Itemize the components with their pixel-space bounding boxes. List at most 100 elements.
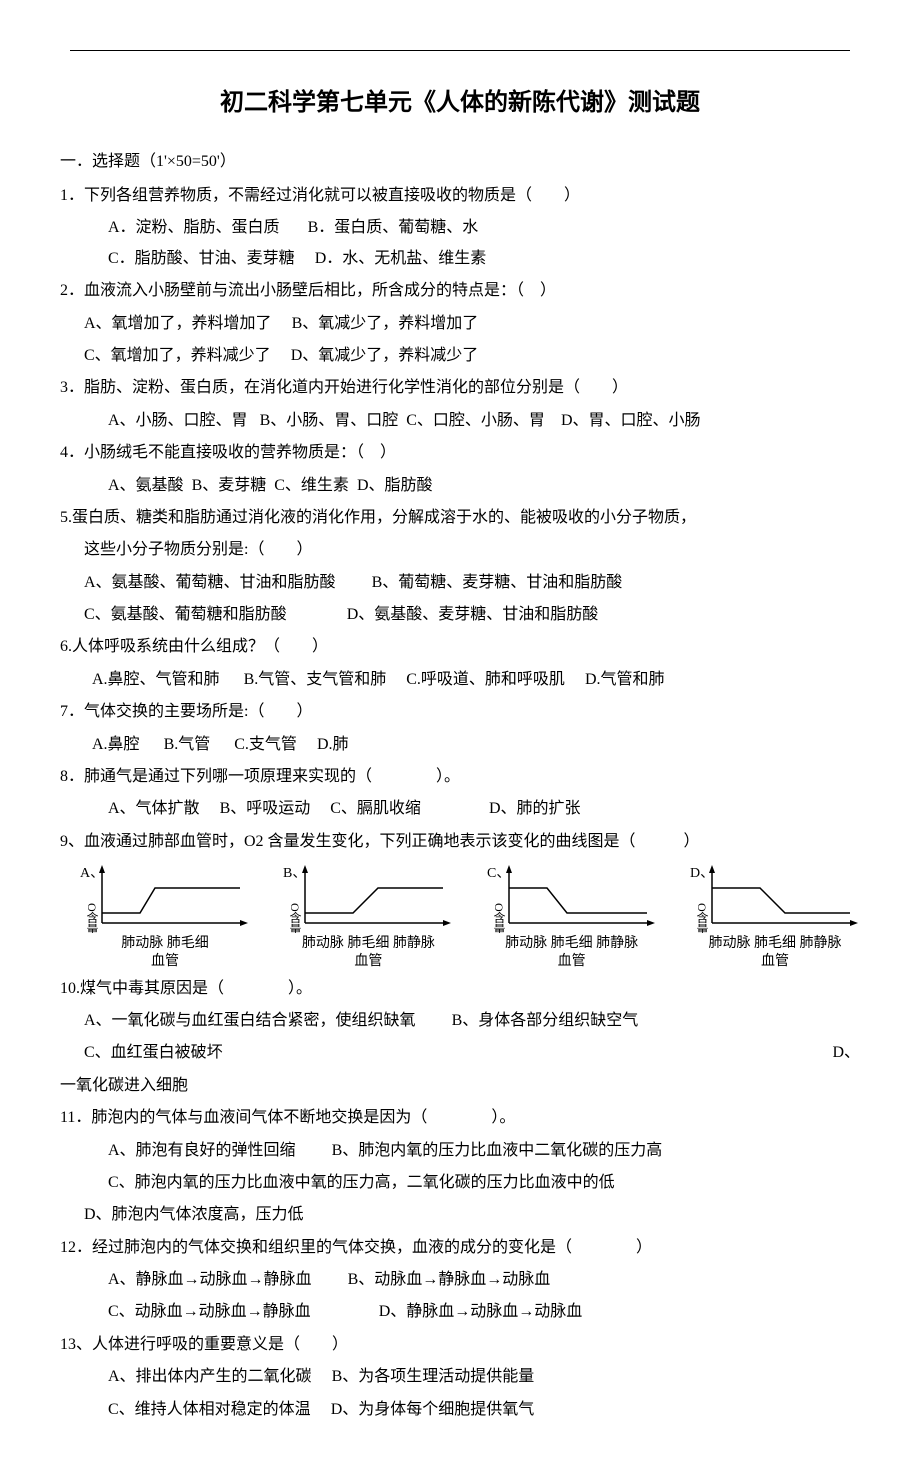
chart-c: C、O含量 肺动脉 肺毛细 肺静脉 血管 xyxy=(487,863,657,971)
q10-b: B、身体各部分组织缺空气 xyxy=(452,1012,639,1029)
q1-c: C．脂肪酸、甘油、麦芽糖 xyxy=(108,250,295,267)
q4-stem: 4．小肠绒毛不能直接吸收的营养物质是：（ ） xyxy=(60,438,860,468)
q2-row2: C、氧增加了，养料减少了 D、氧减少了，养料减少了 xyxy=(60,341,860,371)
q12-b: B、动脉血→静脉血→动脉血 xyxy=(348,1271,551,1288)
section-heading: 一．选择题（1'×50=50'） xyxy=(60,147,860,177)
chart-a-xlabel: 肺动脉 肺毛细 血管 xyxy=(121,935,209,971)
q12-stem: 12．经过肺泡内的气体交换和组织里的气体交换，血液的成分的变化是（ ） xyxy=(60,1233,860,1263)
chart-b-xl1: 肺动脉 肺毛细 肺静脉 xyxy=(302,936,435,951)
svg-text:O含量: O含量 xyxy=(288,903,302,933)
q5-c: C、氨基酸、葡萄糖和脂肪酸 xyxy=(84,606,287,623)
svg-text:O含量: O含量 xyxy=(85,903,99,933)
q11-c: C、肺泡内氧的压力比血液中氧的压力高，二氧化碳的压力比血液中的低 xyxy=(60,1168,860,1198)
q8-d: D、肺的扩张 xyxy=(489,800,581,817)
chart-d-xlabel: 肺动脉 肺毛细 肺静脉 血管 xyxy=(708,935,841,971)
svg-text:B、: B、 xyxy=(283,866,306,881)
q13-c: C、维持人体相对稳定的体温 xyxy=(108,1401,311,1418)
q12-row2: C、动脉血→动脉血→静脉血 D、静脉血→动脉血→动脉血 xyxy=(60,1297,860,1327)
q5-row2: C、氨基酸、葡萄糖和脂肪酸 D、氨基酸、麦芽糖、甘油和脂肪酸 xyxy=(60,600,860,630)
svg-text:O含量: O含量 xyxy=(695,903,709,933)
q3-b: B、小肠、胃、口腔 xyxy=(260,412,399,429)
q2-d: D、氧减少了，养料减少了 xyxy=(291,347,479,364)
q10-dline: 一氧化碳进入细胞 xyxy=(60,1071,860,1101)
svg-text:D、: D、 xyxy=(690,866,714,881)
q1-d: D．水、无机盐、维生素 xyxy=(315,250,487,267)
q3-stem: 3．脂肪、淀粉、蛋白质，在消化道内开始进行化学性消化的部位分别是（ ） xyxy=(60,373,860,403)
svg-text:C、: C、 xyxy=(487,866,510,881)
q2-stem: 2．血液流入小肠壁前与流出小肠壁后相比，所含成分的特点是：（ ） xyxy=(60,276,860,306)
chart-c-xl1: 肺动脉 肺毛细 肺静脉 xyxy=(505,936,638,951)
chart-a-xl1: 肺动脉 肺毛细 xyxy=(121,936,209,951)
q13-d: D、为身体每个细胞提供氧气 xyxy=(331,1401,535,1418)
q3-d: D、胃、口腔、小肠 xyxy=(561,412,701,429)
q6-stem: 6.人体呼吸系统由什么组成？（ ） xyxy=(60,632,860,662)
q6-d: D.气管和肺 xyxy=(585,671,665,688)
q13-a: A、排出体内产生的二氧化碳 xyxy=(108,1368,312,1385)
q7-options: A.鼻腔 B.气管 C.支气管 D.肺 xyxy=(60,730,860,760)
q12-c: C、动脉血→动脉血→静脉血 xyxy=(108,1303,311,1320)
q5-b: B、葡萄糖、麦芽糖、甘油和脂肪酸 xyxy=(372,574,623,591)
q11-d: D、肺泡内气体浓度高，压力低 xyxy=(60,1200,860,1230)
q10-d: D、 xyxy=(832,1038,860,1068)
q6-a: A.鼻腔、气管和肺 xyxy=(92,671,220,688)
chart-a: A、 O含量 肺动脉 肺毛细 血管 xyxy=(80,863,250,971)
chart-d: D、 O含量 肺动脉 肺毛细 肺静脉 血管 xyxy=(690,863,860,971)
q3-c: C、口腔、小肠、胃 xyxy=(406,412,545,429)
q10-stem: 10.煤气中毒其原因是（ ）。 xyxy=(60,974,860,1004)
q1-a: A．淀粉、脂肪、蛋白质 xyxy=(108,219,280,236)
q7-a: A.鼻腔 xyxy=(92,736,140,753)
page-title: 初二科学第七单元《人体的新陈代谢》测试题 xyxy=(60,81,860,127)
q12-a: A、静脉血→动脉血→静脉血 xyxy=(108,1271,312,1288)
chart-b-xlabel: 肺动脉 肺毛细 肺静脉 血管 xyxy=(302,935,435,971)
q13-b: B、为各项生理活动提供能量 xyxy=(332,1368,535,1385)
chart-b-xl2: 血管 xyxy=(354,954,382,969)
q3-a: A、小肠、口腔、胃 xyxy=(108,412,248,429)
q9-stem: 9、血液通过肺部血管时，O2 含量发生变化，下列正确地表示该变化的曲线图是（ ） xyxy=(60,827,860,857)
chart-c-xlabel: 肺动脉 肺毛细 肺静脉 血管 xyxy=(505,935,638,971)
q13-row1: A、排出体内产生的二氧化碳 B、为各项生理活动提供能量 xyxy=(60,1362,860,1392)
q4-c: C、维生素 xyxy=(274,477,349,494)
chart-a-svg: A、 O含量 xyxy=(80,863,250,933)
q6-c: C.呼吸道、肺和呼吸肌 xyxy=(406,671,565,688)
q11-a: A、肺泡有良好的弹性回缩 xyxy=(108,1142,296,1159)
q10-a: A、一氧化碳与血红蛋白结合紧密，使组织缺氧 xyxy=(84,1012,416,1029)
q5-stem1: 5.蛋白质、糖类和脂肪通过消化液的消化作用，分解成溶于水的、能被吸收的小分子物质… xyxy=(60,503,860,533)
q1-b: B．蛋白质、葡萄糖、水 xyxy=(308,219,479,236)
svg-text:A、: A、 xyxy=(80,866,104,881)
q12-row1: A、静脉血→动脉血→静脉血 B、动脉血→静脉血→动脉血 xyxy=(60,1265,860,1295)
q4-d: D、脂肪酸 xyxy=(357,477,433,494)
q3-options: A、小肠、口腔、胃 B、小肠、胃、口腔 C、口腔、小肠、胃 D、胃、口腔、小肠 xyxy=(60,406,860,436)
q7-c: C.支气管 xyxy=(234,736,297,753)
q8-options: A、气体扩散 B、呼吸运动 C、膈肌收缩 D、肺的扩张 xyxy=(60,794,860,824)
q1-options-row1: A．淀粉、脂肪、蛋白质 B．蛋白质、葡萄糖、水 xyxy=(60,213,860,243)
q10-row2: C、血红蛋白被破坏 D、 xyxy=(60,1038,860,1068)
chart-d-xl2: 血管 xyxy=(761,954,789,969)
q11-row1: A、肺泡有良好的弹性回缩 B、肺泡内氧的压力比血液中二氧化碳的压力高 xyxy=(60,1136,860,1166)
q4-b: B、麦芽糖 xyxy=(192,477,267,494)
q10-row1: A、一氧化碳与血红蛋白结合紧密，使组织缺氧 B、身体各部分组织缺空气 xyxy=(60,1006,860,1036)
q11-stem: 11．肺泡内的气体与血液间气体不断地交换是因为（ ）。 xyxy=(60,1103,860,1133)
q2-a: A、氧增加了，养料增加了 xyxy=(84,315,272,332)
q4-options: A、氨基酸 B、麦芽糖 C、维生素 D、脂肪酸 xyxy=(60,471,860,501)
q7-d: D.肺 xyxy=(317,736,349,753)
chart-c-xl2: 血管 xyxy=(558,954,586,969)
q6-options: A.鼻腔、气管和肺 B.气管、支气管和肺 C.呼吸道、肺和呼吸肌 D.气管和肺 xyxy=(60,665,860,695)
top-rule xyxy=(70,50,850,51)
q1-stem: 1．下列各组营养物质，不需经过消化就可以被直接吸收的物质是（ ） xyxy=(60,181,860,211)
q13-row2: C、维持人体相对稳定的体温 D、为身体每个细胞提供氧气 xyxy=(60,1395,860,1425)
q7-stem: 7．气体交换的主要场所是:（ ） xyxy=(60,697,860,727)
q5-a: A、氨基酸、葡萄糖、甘油和脂肪酸 xyxy=(84,574,336,591)
q13-stem: 13、人体进行呼吸的重要意义是（ ） xyxy=(60,1330,860,1360)
chart-d-svg: D、 O含量 xyxy=(690,863,860,933)
q2-c: C、氧增加了，养料减少了 xyxy=(84,347,271,364)
chart-b-svg: B、 O含量 xyxy=(283,863,453,933)
q1-options-row2: C．脂肪酸、甘油、麦芽糖 D．水、无机盐、维生素 xyxy=(60,244,860,274)
q8-c: C、膈肌收缩 xyxy=(330,800,421,817)
q4-a: A、氨基酸 xyxy=(108,477,184,494)
q10-c: C、血红蛋白被破坏 xyxy=(84,1038,223,1068)
q6-b: B.气管、支气管和肺 xyxy=(244,671,387,688)
q11-b: B、肺泡内氧的压力比血液中二氧化碳的压力高 xyxy=(332,1142,663,1159)
chart-c-svg: C、O含量 xyxy=(487,863,657,933)
q9-charts: A、 O含量 肺动脉 肺毛细 血管 B、 O含量 肺动脉 肺毛细 肺静脉 血管 C、… xyxy=(80,863,860,971)
chart-a-xl2: 血管 xyxy=(151,954,179,969)
